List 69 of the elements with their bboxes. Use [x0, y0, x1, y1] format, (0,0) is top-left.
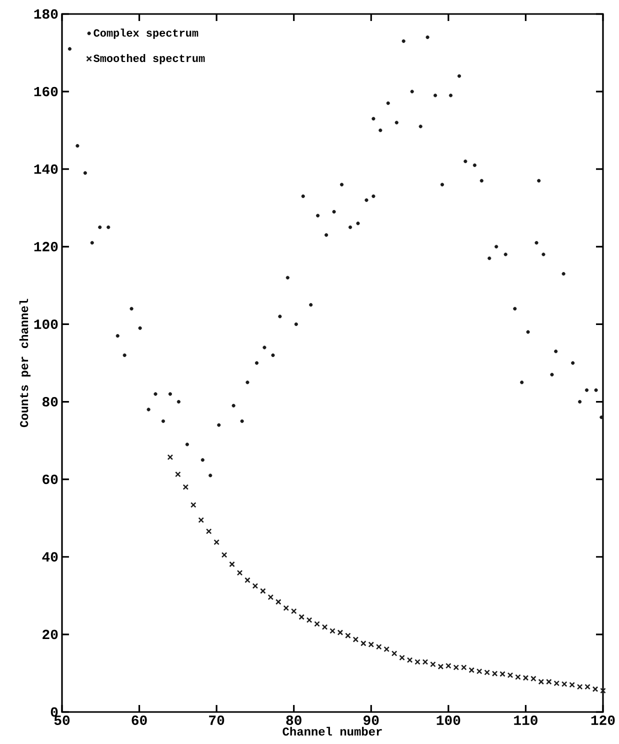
- y-tick-label: 40: [42, 552, 58, 562]
- y-tick-label: 160: [34, 86, 58, 96]
- point: [276, 598, 282, 605]
- x-tick-label: 110: [514, 716, 538, 725]
- y-tick-label: 140: [34, 164, 58, 174]
- point: [221, 552, 228, 558]
- point: [352, 636, 359, 642]
- x-tick-label: 70: [209, 716, 224, 725]
- point: [214, 539, 220, 546]
- point: [592, 686, 598, 692]
- y-tick-label: 0: [50, 707, 58, 717]
- point: [167, 454, 174, 460]
- point: [384, 646, 390, 652]
- legend-label: Complex spectrum: [94, 28, 198, 39]
- point: [190, 502, 196, 508]
- point: [430, 661, 436, 668]
- point: [182, 484, 189, 490]
- point: [260, 588, 266, 594]
- point: [314, 621, 320, 627]
- x-tick-label: 90: [364, 716, 379, 725]
- point: [283, 605, 290, 611]
- point: [522, 674, 529, 681]
- y-tick-label: 80: [42, 397, 58, 407]
- y-tick-label: 120: [34, 242, 58, 252]
- y-axis-title: Counts per channel: [19, 298, 31, 428]
- point: [252, 583, 258, 589]
- x-tick-label: 80: [286, 716, 302, 725]
- point: [306, 617, 312, 623]
- point: [345, 632, 351, 639]
- point: [446, 662, 452, 669]
- point: [236, 570, 243, 576]
- point: [244, 577, 250, 584]
- point: [291, 608, 297, 614]
- x-tick-label: 100: [436, 716, 460, 725]
- point: [406, 657, 413, 663]
- point: [175, 471, 181, 478]
- point: [206, 528, 212, 534]
- point: [569, 682, 576, 688]
- point: [229, 561, 235, 568]
- x-tick-label: 120: [591, 716, 615, 725]
- point: [530, 676, 536, 682]
- point: [198, 517, 204, 523]
- x-tick-label: 60: [132, 716, 147, 725]
- point: [368, 642, 374, 648]
- point: [391, 650, 398, 656]
- point: [554, 680, 560, 686]
- point: [399, 654, 406, 661]
- point: [438, 664, 444, 670]
- point: [322, 624, 328, 630]
- point: [468, 667, 475, 674]
- point: [600, 688, 606, 694]
- legend-label: Smoothed spectrum: [94, 54, 205, 64]
- y-tick-label: 60: [42, 474, 58, 484]
- x-axis-title: Channel number: [282, 726, 382, 736]
- point: [360, 640, 366, 646]
- point: [268, 594, 274, 600]
- point: [298, 614, 305, 620]
- point: [337, 630, 344, 636]
- y-tick-label: 180: [34, 9, 58, 19]
- point: [562, 681, 568, 687]
- y-tick-label: 20: [42, 630, 58, 640]
- y-tick-label: 100: [34, 319, 58, 329]
- point: [330, 628, 336, 634]
- point: [484, 670, 490, 676]
- point: [476, 668, 482, 674]
- point: [376, 644, 382, 650]
- x-tick-label: 50: [54, 716, 70, 725]
- point: [515, 674, 521, 680]
- point: [507, 672, 514, 678]
